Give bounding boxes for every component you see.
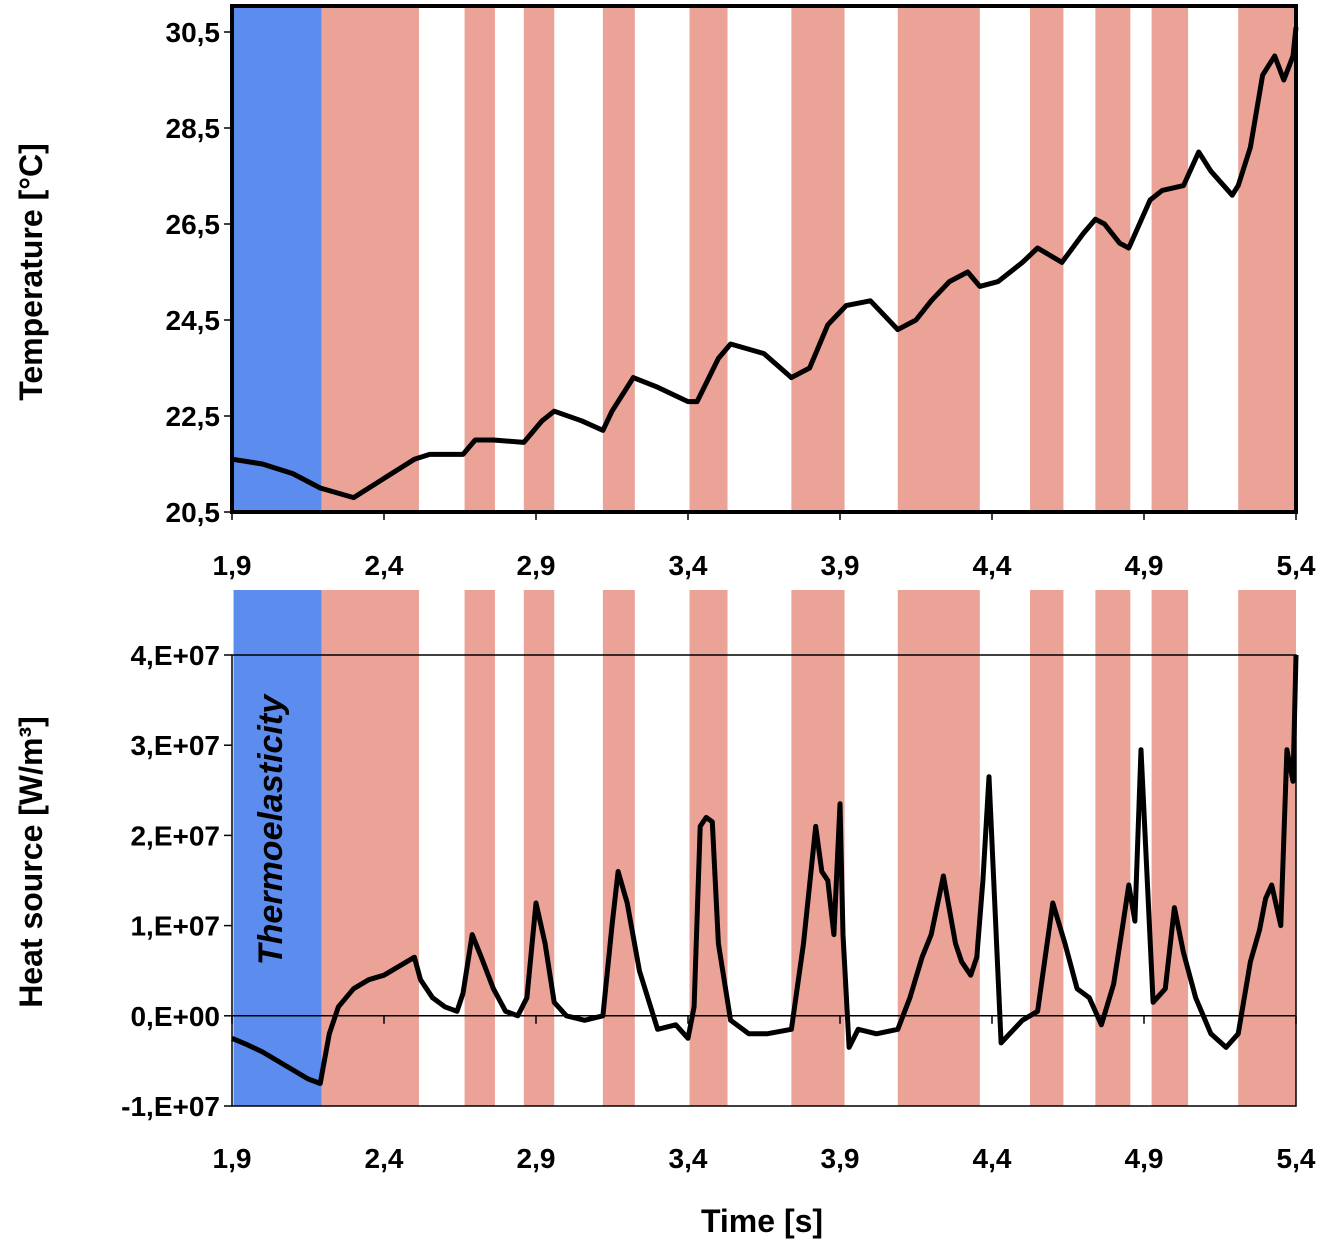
dissipative-band <box>1238 590 1296 1106</box>
thermoelastic-band <box>233 6 322 512</box>
temperature-chart: 20,5 22,5 24,5 26,5 28,5 30,5 1,9 2,4 2,9 3,4 3,9… <box>13 4 1316 581</box>
x-tick-label: 3,4 <box>669 1143 708 1174</box>
x-tick-label: 2,9 <box>517 1143 556 1174</box>
dissipative-band <box>689 6 728 512</box>
dissipative-band <box>897 590 980 1106</box>
y-tick-label: 4,E+07 <box>130 640 220 671</box>
dissipative-band <box>1030 590 1064 1106</box>
y-tick-label: 24,5 <box>166 305 221 336</box>
y-tick-labels: -1,E+07 0,E+00 1,E+07 2,E+07 3,E+07 4,E+07 <box>121 640 220 1122</box>
y-tick-label: 0,E+00 <box>130 1001 220 1032</box>
dissipative-band <box>321 6 419 512</box>
x-tick-label: 5,4 <box>1277 550 1316 581</box>
dissipative-band <box>602 590 635 1106</box>
dissipative-band <box>1095 6 1131 512</box>
x-tick-label: 4,4 <box>973 550 1012 581</box>
y-axis-label: Temperature [°C] <box>13 143 49 401</box>
x-tick-label: 1,9 <box>213 550 252 581</box>
x-tick-label: 2,9 <box>517 550 556 581</box>
x-tick-label: 3,9 <box>821 550 860 581</box>
dissipative-band <box>321 590 419 1106</box>
dissipative-band <box>464 6 495 512</box>
heat-source-chart: -1,E+07 0,E+00 1,E+07 2,E+07 3,E+07 4,E+07 1,… <box>13 590 1316 1239</box>
thermoelastic-band <box>233 590 322 1106</box>
y-tick-label: 26,5 <box>166 209 221 240</box>
x-axis-label: Time [s] <box>701 1203 823 1239</box>
y-tick-label: -1,E+07 <box>121 1091 220 1122</box>
plot-frame <box>231 654 1297 1107</box>
heat-source-series-line <box>231 654 1299 1086</box>
dissipative-band <box>1151 590 1189 1106</box>
dissipative-band <box>464 590 495 1106</box>
phase-bands <box>233 6 1296 512</box>
y-tick-label: 22,5 <box>166 401 221 432</box>
y-tick-label: 20,5 <box>166 497 221 528</box>
phase-bands <box>233 590 1296 1106</box>
dissipative-band <box>602 6 635 512</box>
x-tick-label: 1,9 <box>213 1143 252 1174</box>
dissipative-band <box>689 590 728 1106</box>
dissipative-band <box>1151 6 1189 512</box>
y-tick-label: 2,E+07 <box>130 820 220 851</box>
x-tick-labels: 1,9 2,4 2,9 3,4 3,9 4,4 4,9 5,4 <box>213 550 1316 581</box>
dissipative-band <box>1095 590 1131 1106</box>
thermoelasticity-annotation: Thermoelasticity <box>252 693 290 965</box>
x-tick-label: 3,4 <box>669 550 708 581</box>
dissipative-band <box>791 6 845 512</box>
x-tick-label: 2,4 <box>365 550 404 581</box>
y-tick-label: 30,5 <box>166 17 221 48</box>
y-tick-label: 28,5 <box>166 113 221 144</box>
y-tick-marks <box>224 654 232 1107</box>
plot-frame <box>230 4 1298 514</box>
x-tick-label: 4,4 <box>973 1143 1012 1174</box>
x-tick-label: 5,4 <box>1277 1143 1316 1174</box>
dissipative-band <box>523 590 555 1106</box>
y-tick-label: 3,E+07 <box>130 730 220 761</box>
x-tick-label: 2,4 <box>365 1143 404 1174</box>
temperature-series-line <box>231 26 1299 501</box>
y-tick-label: 1,E+07 <box>130 911 220 942</box>
x-tick-label: 4,9 <box>1125 550 1164 581</box>
x-tick-marks <box>231 1015 1297 1024</box>
x-tick-label: 3,9 <box>821 1143 860 1174</box>
dissipative-band <box>1238 6 1296 512</box>
x-tick-label: 4,9 <box>1125 1143 1164 1174</box>
x-tick-marks <box>231 512 1297 520</box>
y-axis-label: Heat source [W/m³] <box>13 716 49 1008</box>
dissipative-band <box>897 6 980 512</box>
y-tick-labels: 20,5 22,5 24,5 26,5 28,5 30,5 <box>166 17 221 528</box>
y-tick-marks <box>224 31 232 513</box>
x-tick-labels: 1,9 2,4 2,9 3,4 3,9 4,4 4,9 5,4 <box>213 1143 1316 1174</box>
